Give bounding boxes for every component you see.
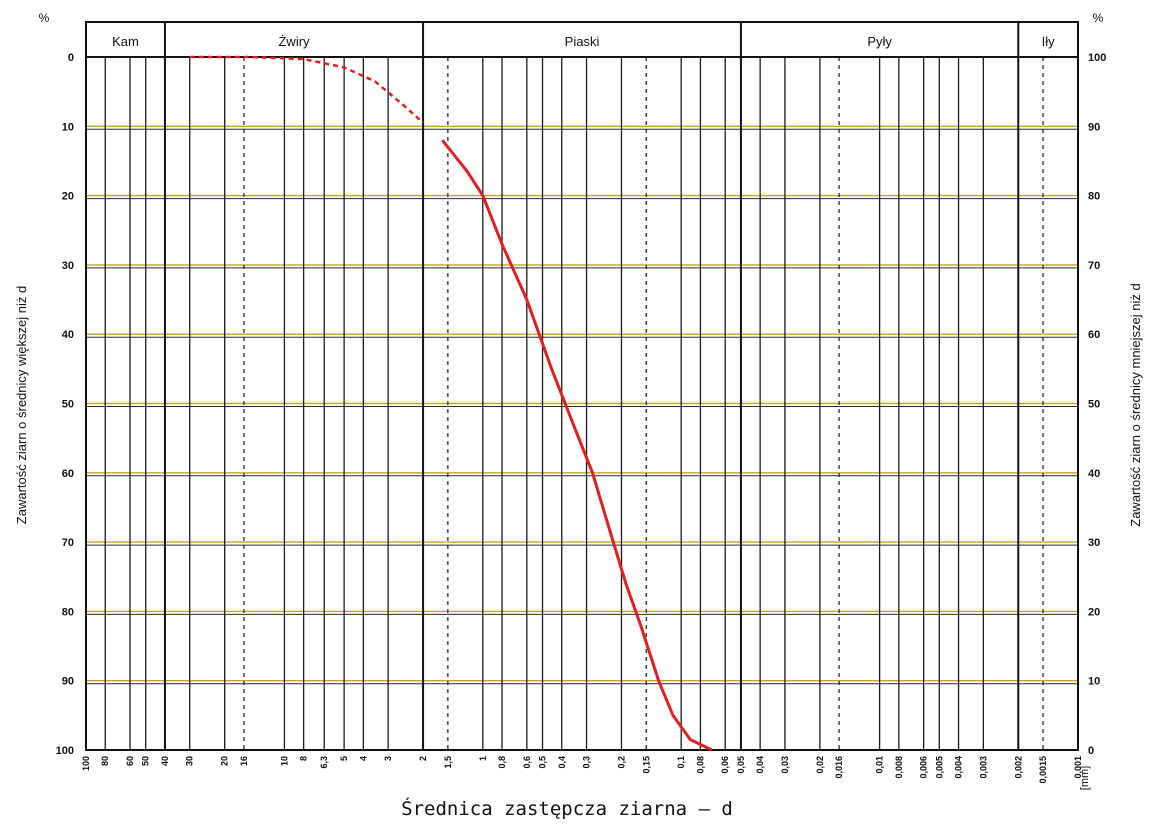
y-tick-left: 50	[62, 399, 74, 411]
x-tick-label: 0,004	[954, 756, 964, 779]
x-tick-label: 0,03	[780, 756, 790, 774]
fraction-label: Pyły	[867, 34, 892, 49]
curve-dashed-part	[189, 55, 424, 124]
y-tick-right: 90	[1088, 121, 1100, 133]
x-tick-label: 5	[339, 756, 349, 761]
x-tick-label: 40	[160, 756, 170, 766]
curve-solid-part	[441, 139, 713, 752]
x-tick-label: 4	[358, 756, 368, 761]
x-tick-label: 0,01	[875, 756, 885, 774]
x-tick-label: 0,1	[676, 756, 686, 769]
y-tick-right: 20	[1088, 606, 1100, 618]
y-tick-left: 70	[62, 537, 74, 549]
x-tick-label: 50	[141, 756, 151, 766]
x-tick-label: 0,15	[641, 756, 651, 774]
y-axis-label-left: Zawartość ziarn o średnicy większej niż …	[14, 286, 29, 524]
x-tick-label: 0,0015	[1038, 756, 1048, 784]
x-tick-label: 10	[279, 756, 289, 766]
x-ticks: 100 80 60 50 40 30 20 16 10 8 6,3 5 4 3 2 1,5 1 0,8 0,6 0,5…	[81, 756, 1083, 784]
x-axis-label: Średnica zastępcza ziarna – d	[401, 796, 733, 820]
x-tick-label: 0,4	[557, 756, 567, 769]
x-tick-label: 2	[418, 756, 428, 761]
y-tick-left: 60	[62, 468, 74, 480]
x-tick-label: 0,02	[815, 756, 825, 774]
y-tick-right: 30	[1088, 537, 1100, 549]
y-unit-right: %	[1093, 11, 1104, 25]
y-tick-right: 80	[1088, 191, 1100, 203]
fraction-label: Piaski	[565, 34, 600, 49]
x-tick-label: 8	[299, 756, 309, 761]
y-tick-left: 100	[56, 745, 74, 757]
y-tick-right: 0	[1088, 745, 1094, 757]
fraction-header: Kam Żwiry Piaski Pyły Iły	[112, 34, 1055, 49]
x-tick-label: 30	[185, 756, 195, 766]
y-tick-right: 60	[1088, 329, 1100, 341]
x-tick-label: 1	[478, 756, 488, 761]
fraction-label: Iły	[1042, 34, 1056, 49]
y-ticks: 0102030405060708090100100908070605040302…	[56, 52, 1107, 757]
x-tick-label: 0,2	[616, 756, 626, 769]
y-tick-right: 10	[1088, 676, 1100, 688]
y-tick-left: 30	[62, 260, 74, 272]
y-tick-right: 40	[1088, 468, 1100, 480]
x-tick-label: 0,006	[919, 756, 929, 779]
y-unit-left: %	[39, 11, 50, 25]
y-tick-right: 70	[1088, 260, 1100, 272]
y-tick-left: 40	[62, 329, 74, 341]
x-tick-label: 6,3	[319, 756, 329, 769]
x-tick-label: 0,001	[1073, 756, 1083, 779]
x-tick-label: 0,06	[720, 756, 730, 774]
x-tick-label: 0,5	[538, 756, 548, 769]
x-tick-label: 0,016	[834, 756, 844, 779]
outer-frame	[85, 21, 1079, 751]
x-tick-label: 3	[383, 756, 393, 761]
x-tick-label: 0,08	[695, 756, 705, 774]
x-tick-label: 0,005	[934, 756, 944, 779]
plot-frame	[85, 21, 1079, 751]
y-tick-left: 10	[62, 121, 74, 133]
x-tick-label: 0,003	[978, 756, 988, 779]
x-tick-label: 0,008	[894, 756, 904, 779]
x-tick-label: 0,002	[1013, 756, 1023, 779]
y-axis-label-right: Zawartość ziarn o średnicy mniejszej niż…	[1128, 283, 1143, 526]
x-axis-unit: [mm]	[1079, 766, 1091, 790]
x-tick-label: 1,5	[443, 756, 453, 769]
x-tick-label: 0,04	[755, 756, 765, 774]
x-tick-label: 0,6	[522, 756, 532, 769]
x-tick-label: 80	[100, 756, 110, 766]
fraction-label: Kam	[112, 34, 139, 49]
grading-curve	[189, 55, 713, 752]
grid	[85, 57, 1079, 750]
x-tick-label: 0,3	[582, 756, 592, 769]
x-tick-label: 100	[81, 756, 91, 771]
fraction-label: Żwiry	[278, 34, 310, 49]
y-tick-right: 100	[1088, 52, 1106, 64]
y-tick-left: 20	[62, 191, 74, 203]
x-tick-label: 0,05	[736, 756, 746, 774]
x-tick-label: 20	[220, 756, 230, 766]
x-tick-label: 16	[239, 756, 249, 766]
y-tick-left: 80	[62, 606, 74, 618]
x-tick-label: 0,8	[497, 756, 507, 769]
y-tick-right: 50	[1088, 399, 1100, 411]
y-tick-left: 90	[62, 676, 74, 688]
x-tick-label: 60	[125, 756, 135, 766]
y-tick-left: 0	[68, 52, 74, 64]
